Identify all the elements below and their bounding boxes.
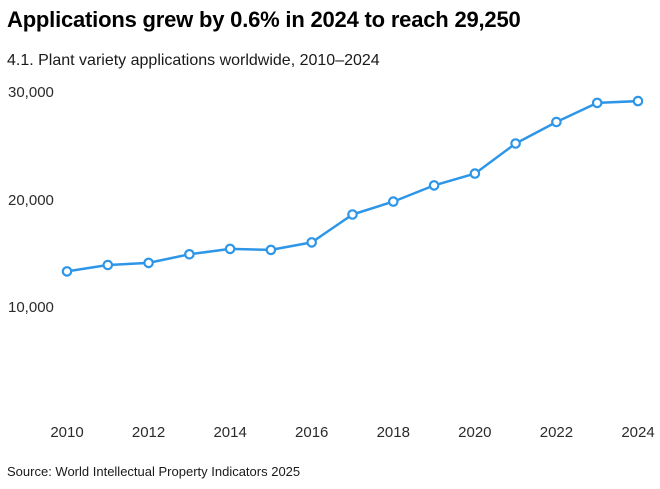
data-point-2016[interactable] bbox=[306, 237, 317, 248]
chart-headline: Applications grew by 0.6% in 2024 to rea… bbox=[7, 7, 521, 32]
data-point-2021[interactable] bbox=[510, 138, 521, 149]
data-point-2018[interactable] bbox=[387, 196, 399, 207]
source-note: Source: World Intellectual Property Indi… bbox=[7, 464, 301, 479]
data-point-2010[interactable] bbox=[61, 266, 73, 277]
trend-line bbox=[65, 99, 640, 273]
x-tick-label: 2020 bbox=[458, 424, 492, 441]
x-tick-label: 2010 bbox=[50, 424, 84, 441]
data-point-2014[interactable] bbox=[224, 243, 236, 255]
data-point-2023[interactable] bbox=[591, 97, 603, 109]
chart-subtitle: 4.1. Plant variety applications worldwid… bbox=[7, 52, 380, 69]
data-point-2015[interactable] bbox=[265, 244, 277, 256]
data-point-2017[interactable] bbox=[347, 209, 358, 220]
y-tick-label: 20,000 bbox=[8, 191, 54, 209]
data-point-2020[interactable] bbox=[469, 168, 481, 179]
x-tick-label: 2016 bbox=[295, 424, 329, 441]
x-tick-label: 2018 bbox=[376, 424, 410, 441]
data-point-2013[interactable] bbox=[184, 249, 195, 260]
data-point-2022[interactable] bbox=[551, 116, 562, 128]
y-tick-label: 30,000 bbox=[8, 84, 54, 101]
y-tick-label: 10,000 bbox=[8, 299, 54, 316]
x-tick-label: 2012 bbox=[131, 424, 166, 441]
x-tick-label: 2022 bbox=[539, 424, 574, 441]
x-tick-label: 2014 bbox=[213, 424, 247, 441]
x-tick-label: 2024 bbox=[621, 424, 655, 441]
data-point-2012[interactable] bbox=[143, 257, 154, 269]
data-point-2011[interactable] bbox=[102, 259, 114, 271]
data-point-2019[interactable] bbox=[428, 180, 440, 191]
data-point-2024[interactable] bbox=[632, 95, 644, 107]
